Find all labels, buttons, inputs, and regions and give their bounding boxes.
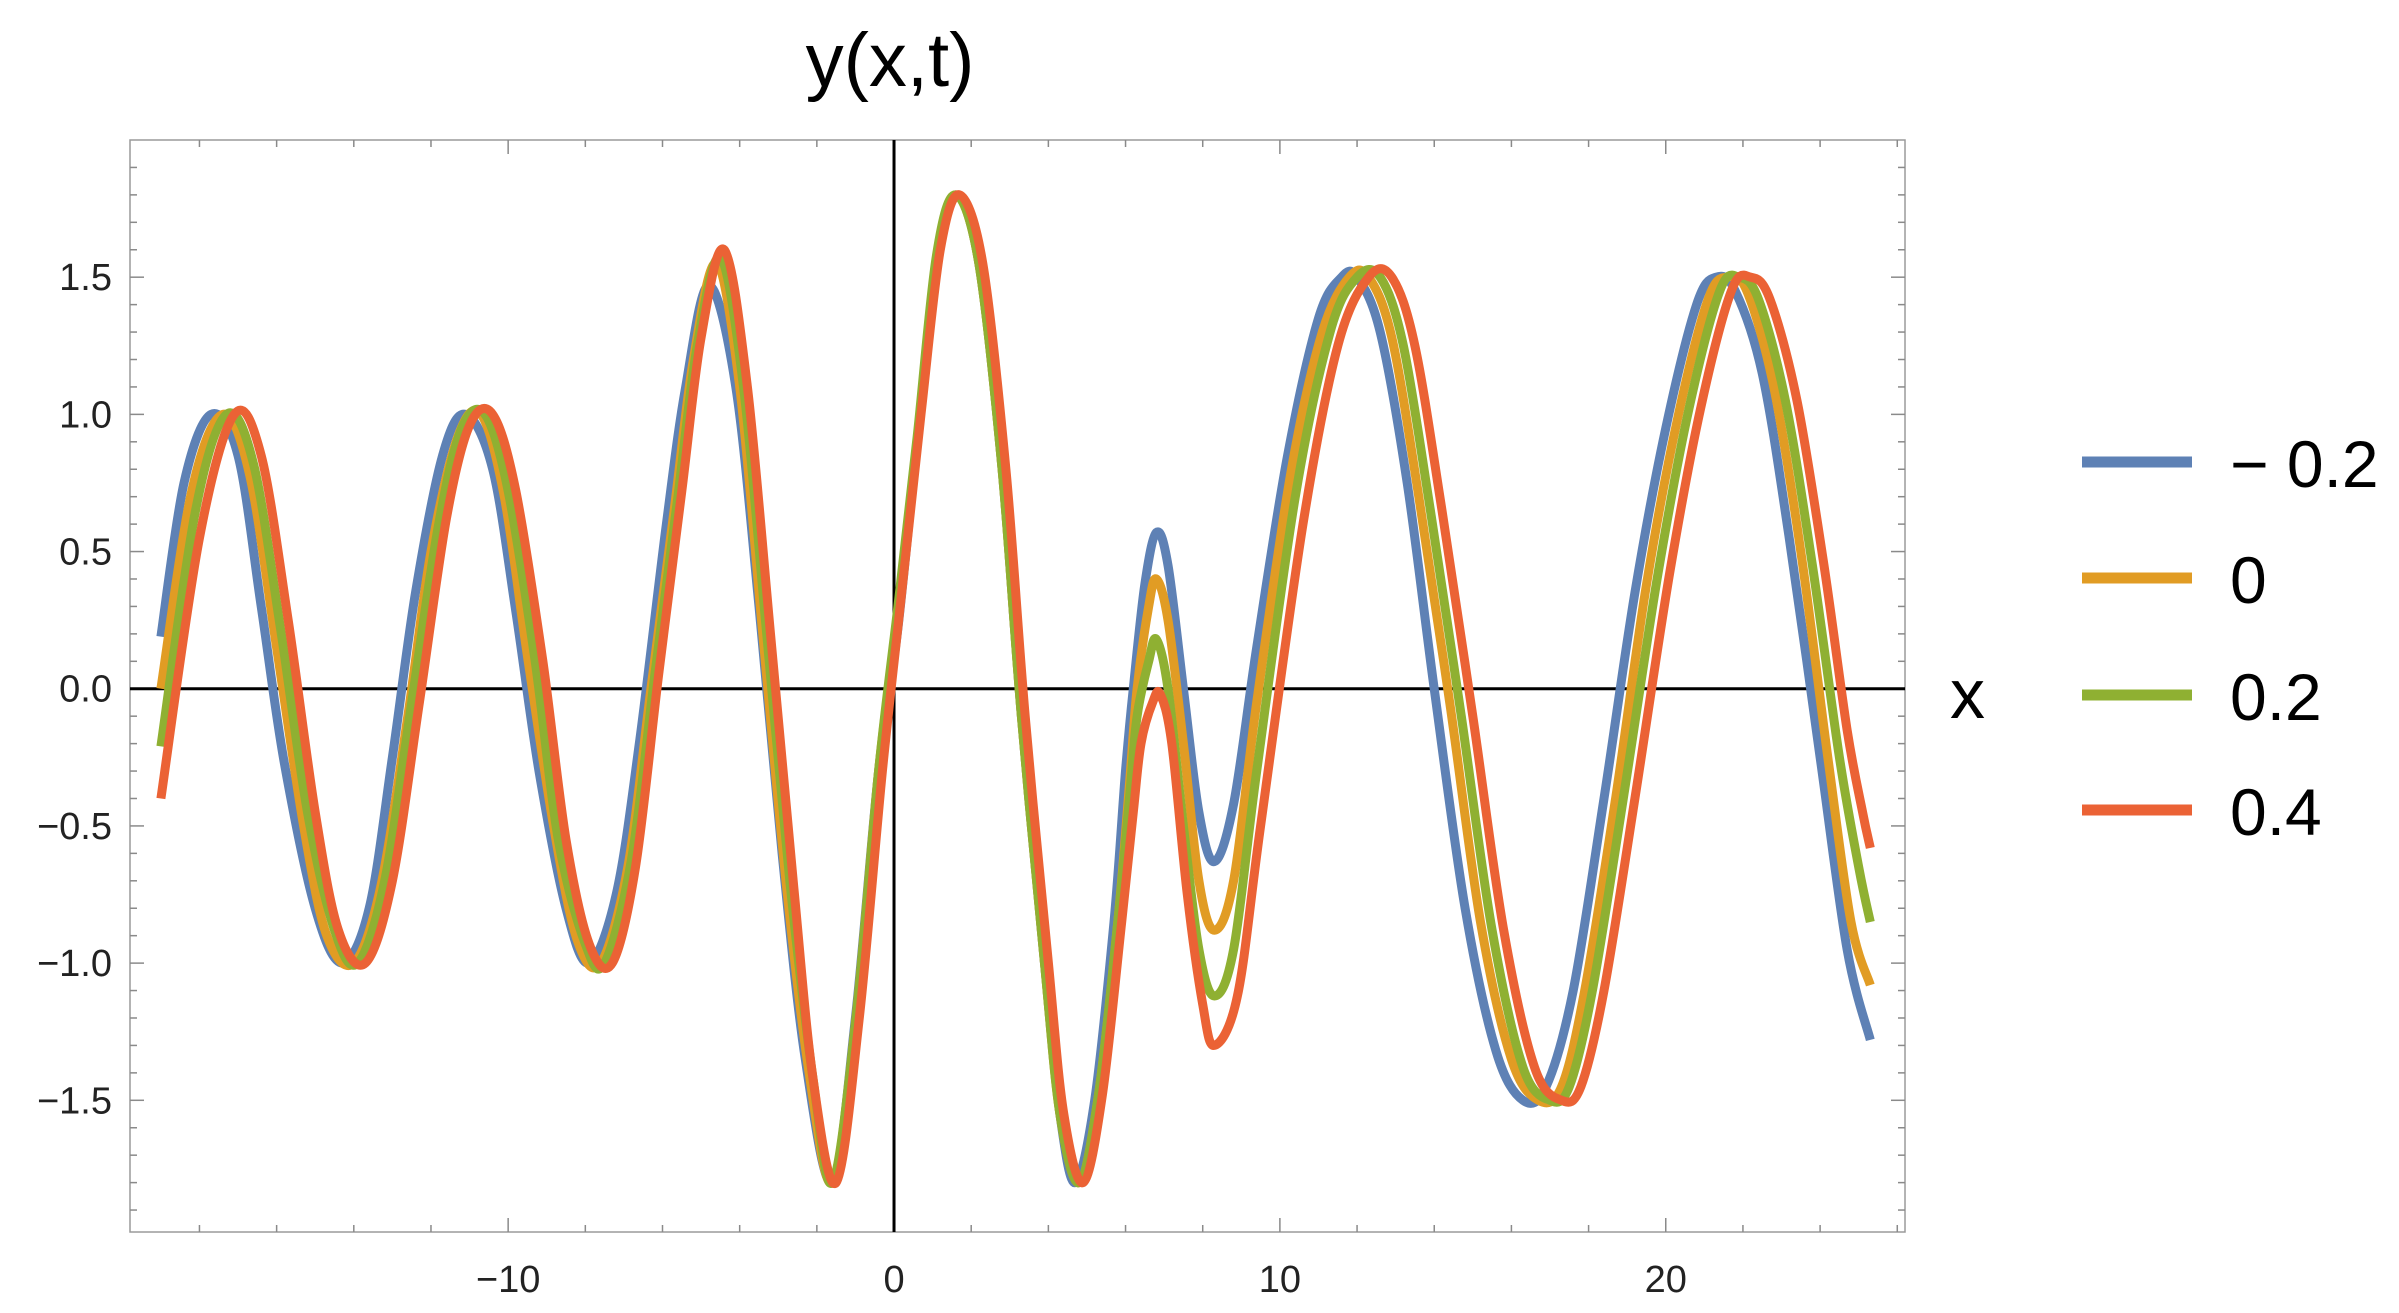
y-tick-label: 1.5 — [59, 257, 112, 299]
tick-marks — [130, 140, 1905, 1232]
series-line-3 — [156, 190, 1875, 1189]
legend: − 0.2 0 0.2 0.4 — [2082, 427, 2379, 849]
x-tick-label: 0 — [883, 1259, 904, 1301]
chart-title: y(x,t) — [806, 18, 975, 103]
y-tick-label: 1.0 — [59, 394, 112, 436]
y-tick-label: −1.0 — [37, 943, 112, 985]
y-tick-label: −0.5 — [37, 806, 112, 848]
y-tick-label: 0.0 — [59, 669, 112, 711]
x-tick-label: 10 — [1259, 1259, 1301, 1301]
tick-labels: −10 0 10 20 −1.5 −1.0 −0.5 0.0 0.5 1.0 1.5 — [37, 257, 1687, 1301]
plot-frame — [129, 139, 1906, 1233]
plot-frame-rect — [129, 139, 1906, 1233]
legend-label-3: 0.4 — [2230, 775, 2322, 849]
legend-label-2: 0.2 — [2230, 660, 2322, 734]
legend-label-0: − 0.2 — [2230, 427, 2379, 501]
y-tick-label: 0.5 — [59, 532, 112, 574]
y-tick-label: −1.5 — [37, 1080, 112, 1122]
x-tick-label: −10 — [476, 1259, 540, 1301]
legend-label-1: 0 — [2230, 543, 2267, 617]
x-tick-label: 20 — [1645, 1259, 1687, 1301]
x-axis-label: x — [1950, 655, 1985, 733]
series-lines — [156, 190, 1875, 1189]
